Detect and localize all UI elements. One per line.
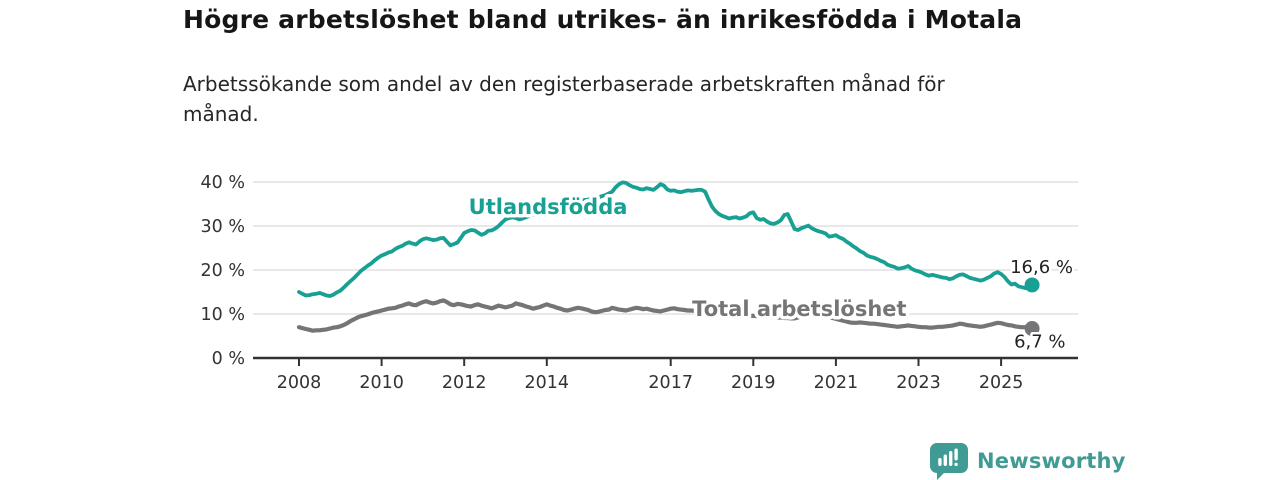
x-tick-label: 2008	[277, 373, 322, 393]
series-label: Total arbetslöshet	[692, 297, 906, 321]
series-end-value: 16,6 %	[1010, 257, 1073, 278]
y-tick-label: 30 %	[201, 217, 245, 237]
y-tick-label: 10 %	[201, 305, 245, 325]
y-tick-label: 0 %	[212, 349, 245, 369]
y-tick-label: 20 %	[201, 261, 245, 281]
x-tick-label: 2014	[525, 373, 570, 393]
x-tick-label: 2025	[979, 373, 1024, 393]
series-label: Utlandsfödda	[469, 195, 628, 219]
x-tick-label: 2019	[731, 373, 776, 393]
x-tick-label: 2021	[814, 373, 859, 393]
chart-subtitle: Arbetssökande som andel av den registerb…	[183, 69, 1083, 129]
series-end-value: 6,7 %	[1014, 332, 1065, 353]
series-end-dot	[1024, 321, 1040, 337]
series-end-dot	[1024, 277, 1040, 293]
series-line-total	[296, 298, 1035, 333]
newsworthy-logo-icon	[930, 442, 968, 480]
chart-subtitle-line2: månad.	[183, 102, 259, 126]
newsworthy-logo-text: Newsworthy	[977, 449, 1126, 473]
newsworthy-logo: Newsworthy	[930, 442, 1126, 480]
x-tick-label: 2012	[442, 373, 487, 393]
bar-chart-glyph	[938, 448, 958, 466]
x-tick-label: 2023	[896, 373, 941, 393]
series-line-utlandsfodda	[297, 180, 1034, 298]
exclamation-bar	[954, 448, 958, 460]
y-tick-label: 40 %	[201, 173, 245, 193]
exclamation-dot	[954, 462, 958, 466]
x-tick-label: 2017	[648, 373, 693, 393]
chart-subtitle-line1: Arbetssökande som andel av den registerb…	[183, 72, 945, 96]
page-title: Högre arbetslöshet bland utrikes- än inr…	[183, 5, 1023, 34]
x-tick-label: 2010	[359, 373, 404, 393]
